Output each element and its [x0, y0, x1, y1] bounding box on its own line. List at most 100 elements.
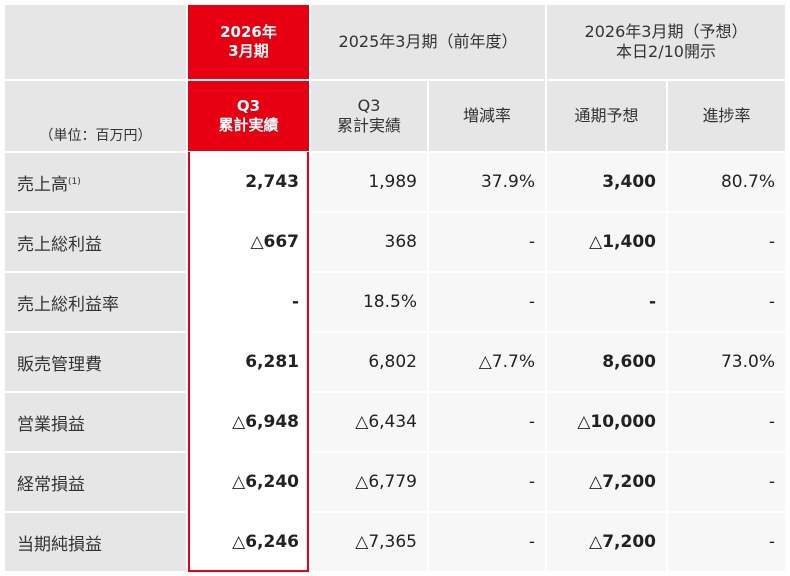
- change-value-text: -: [528, 232, 535, 252]
- prior-value-text: △6,434: [355, 412, 417, 432]
- row-label: 売上総利益率: [5, 273, 186, 331]
- row-label-text: 当期純損益: [17, 534, 102, 555]
- change-value-text: -: [528, 472, 535, 492]
- change-value: -: [429, 453, 545, 511]
- row-label-text: 売上高: [17, 174, 68, 195]
- current-value: 2,743: [188, 153, 309, 211]
- change-rate-header: 増減率: [429, 81, 545, 151]
- prior-value-text: 1,989: [368, 172, 417, 192]
- full-year-forecast-header: 通期予想: [547, 81, 666, 151]
- current-value: -: [188, 273, 309, 331]
- current-value-text: 6,281: [245, 352, 299, 372]
- current-value-text: 2,743: [245, 172, 299, 192]
- progress-value: -: [668, 273, 785, 331]
- forecast-value-text: 8,600: [602, 352, 656, 372]
- progress-rate-text: 進捗率: [702, 106, 751, 125]
- current-value: 6,281: [188, 333, 309, 391]
- current-value: △6,246: [188, 513, 309, 571]
- unit-label-text: （単位：百万円）: [39, 128, 152, 144]
- prior-sub-line1: Q3: [357, 96, 381, 115]
- forecast-value-text: △7,200: [589, 472, 656, 492]
- row-label: 経常損益: [5, 453, 186, 511]
- change-value-text: △7.7%: [478, 352, 535, 372]
- change-value-text: -: [528, 292, 535, 312]
- progress-value: -: [668, 513, 785, 571]
- progress-value-text: -: [768, 412, 775, 432]
- forecast-value-text: △10,000: [577, 412, 656, 432]
- current-value: △6,948: [188, 393, 309, 451]
- change-value: -: [429, 213, 545, 271]
- prior-period-label: 2025年3月期（前年度）: [338, 32, 518, 51]
- change-value: -: [429, 513, 545, 571]
- change-value: △7.7%: [429, 333, 545, 391]
- current-value-text: △667: [250, 232, 299, 252]
- forecast-value-text: △1,400: [589, 232, 656, 252]
- forecast-value: 3,400: [547, 153, 666, 211]
- progress-value-text: 73.0%: [720, 352, 775, 372]
- current-value-text: △6,240: [232, 472, 299, 492]
- progress-value-text: -: [768, 292, 775, 312]
- prior-value: 368: [311, 213, 427, 271]
- row-label: 売上高 (1): [5, 153, 186, 211]
- progress-value: -: [668, 393, 785, 451]
- prior-value-text: 18.5%: [362, 292, 417, 312]
- progress-rate-header: 進捗率: [668, 81, 785, 151]
- current-period-line1: 2026年: [220, 22, 277, 41]
- forecast-value-text: -: [648, 292, 656, 312]
- progress-value-text: -: [768, 532, 775, 552]
- change-rate-text: 増減率: [462, 106, 511, 125]
- prior-value: 6,802: [311, 333, 427, 391]
- forecast-value: -: [547, 273, 666, 331]
- unit-label: （単位：百万円）: [5, 81, 186, 151]
- row-label: 営業損益: [5, 393, 186, 451]
- change-value-text: 37.9%: [480, 172, 535, 192]
- progress-value-text: -: [768, 472, 775, 492]
- change-value-text: -: [528, 532, 535, 552]
- forecast-period-header: 2026年3月期（予想） 本日2/10開示: [547, 5, 785, 79]
- change-value-text: -: [528, 412, 535, 432]
- prior-value: 1,989: [311, 153, 427, 211]
- change-value: -: [429, 393, 545, 451]
- prior-period-header: 2025年3月期（前年度）: [311, 5, 545, 79]
- forecast-value: △7,200: [547, 453, 666, 511]
- prior-value: △6,779: [311, 453, 427, 511]
- prior-value-text: △6,779: [355, 472, 417, 492]
- row-label-text: 経常損益: [17, 474, 85, 495]
- progress-value: 80.7%: [668, 153, 785, 211]
- change-value: 37.9%: [429, 153, 545, 211]
- forecast-value-text: △7,200: [589, 532, 656, 552]
- current-period-header: 2026年 3月期: [188, 5, 309, 79]
- progress-value-text: 80.7%: [720, 172, 775, 192]
- current-sub-line1: Q3: [236, 96, 261, 115]
- progress-value: 73.0%: [668, 333, 785, 391]
- forecast-value: △7,200: [547, 513, 666, 571]
- forecast-period-line1: 2026年3月期（予想）: [584, 22, 748, 41]
- prior-value-text: △7,365: [355, 532, 417, 552]
- row-label: 売上総利益: [5, 213, 186, 271]
- forecast-period-line2: 本日2/10開示: [616, 42, 716, 61]
- header-corner: [5, 5, 186, 79]
- progress-value-text: -: [768, 232, 775, 252]
- row-label-text: 販売管理費: [17, 354, 102, 375]
- prior-value: △7,365: [311, 513, 427, 571]
- forecast-value: △10,000: [547, 393, 666, 451]
- row-label-text: 営業損益: [17, 414, 85, 435]
- current-period-line2: 3月期: [228, 42, 269, 60]
- change-value: -: [429, 273, 545, 331]
- progress-value: -: [668, 453, 785, 511]
- current-value: △6,240: [188, 453, 309, 511]
- forecast-value: 8,600: [547, 333, 666, 391]
- forecast-value: △1,400: [547, 213, 666, 271]
- current-value: △667: [188, 213, 309, 271]
- footnote-marker: (1): [68, 177, 81, 187]
- prior-value: △6,434: [311, 393, 427, 451]
- current-sub-header: Q3 累計実績: [188, 81, 309, 151]
- current-value-text: △6,948: [232, 412, 299, 432]
- row-label: 販売管理費: [5, 333, 186, 391]
- prior-sub-line2: 累計実績: [336, 116, 401, 135]
- prior-value-text: 6,802: [368, 352, 417, 372]
- prior-sub-header: Q3 累計実績: [311, 81, 427, 151]
- current-sub-line2: 累計実績: [218, 116, 279, 134]
- progress-value: -: [668, 213, 785, 271]
- row-label-text: 売上総利益率: [17, 294, 119, 315]
